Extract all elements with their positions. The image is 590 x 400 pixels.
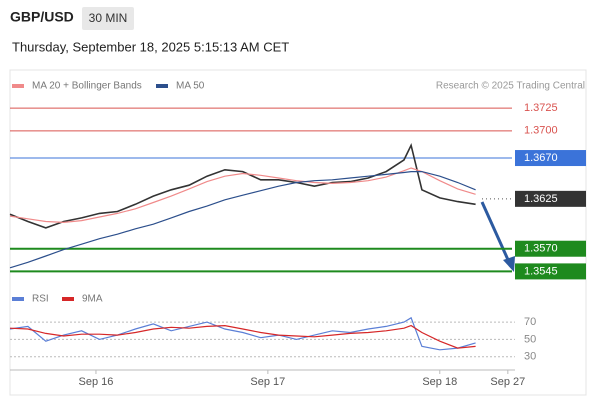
pair: GBP/USD xyxy=(10,9,74,25)
legend-label: MA 20 + Bollinger Bands xyxy=(32,81,142,92)
level-label: 1.3545 xyxy=(524,265,558,277)
timestamp: Thursday, September 18, 2025 5:15:13 AM … xyxy=(12,39,289,54)
x-tick-label: Sep 17 xyxy=(250,376,285,388)
chart-frame xyxy=(9,69,587,396)
series-line xyxy=(9,171,476,269)
level-box xyxy=(515,150,586,167)
series-line xyxy=(9,142,476,229)
level-box xyxy=(515,263,586,280)
level-box xyxy=(515,190,586,207)
level-label: 1.3625 xyxy=(524,193,558,205)
y-tick-label: 70 xyxy=(524,316,536,328)
legend-swatch xyxy=(12,297,24,301)
level-label: 1.3725 xyxy=(524,102,558,114)
x-tick-label: Sep 18 xyxy=(422,376,457,388)
x-tick-label: Sep 27 xyxy=(490,376,525,388)
legend-label: RSI xyxy=(32,294,49,305)
timeframe[interactable]: 30 MIN xyxy=(89,11,128,25)
series-line xyxy=(9,167,476,224)
source: Research © 2025 Trading Central xyxy=(436,81,585,92)
level-label: 1.3570 xyxy=(524,243,558,255)
legend-swatch xyxy=(12,84,24,88)
timeframe-box[interactable] xyxy=(82,7,134,30)
x-tick-label: Sep 16 xyxy=(79,376,114,388)
legend-label: MA 50 xyxy=(176,81,205,92)
legend-swatch xyxy=(62,297,74,301)
forecast-arrowhead xyxy=(503,256,515,272)
level-label: 1.3700 xyxy=(524,125,558,137)
legend-swatch xyxy=(156,84,168,88)
level-label: 1.3670 xyxy=(524,152,558,164)
forecast-arrow xyxy=(480,201,511,263)
level-box xyxy=(515,240,586,257)
y-tick-label: 50 xyxy=(524,333,536,345)
y-tick-label: 30 xyxy=(524,351,536,363)
legend-label: 9MA xyxy=(82,294,103,305)
series-line xyxy=(9,316,476,351)
series-line xyxy=(9,324,476,349)
